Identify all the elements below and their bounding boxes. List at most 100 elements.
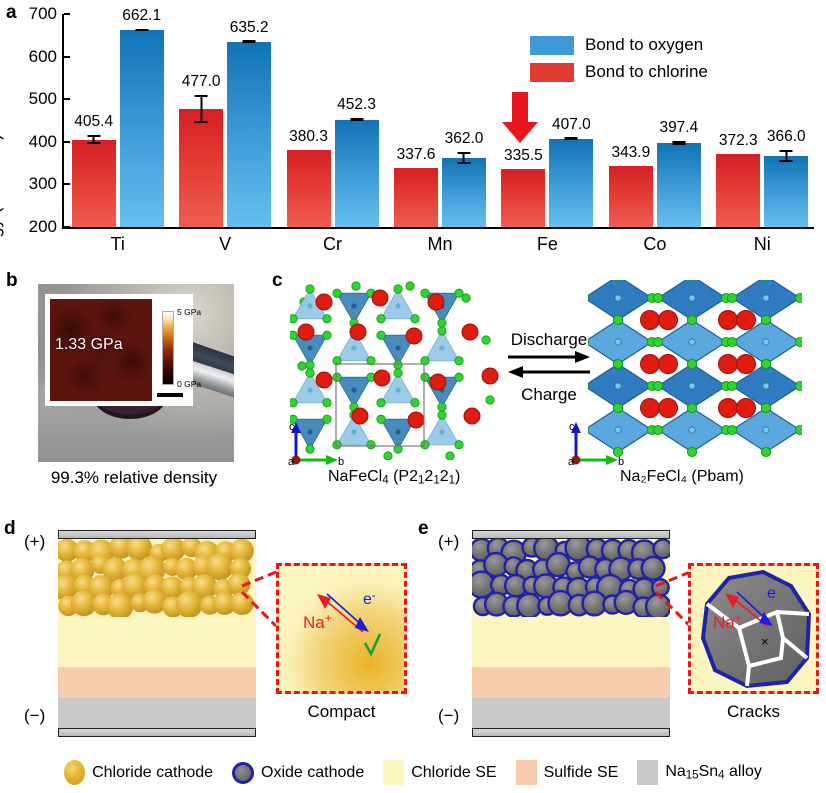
bar-co-chlorine: [608, 165, 653, 227]
caption-nafecl4: NaFeCl4 (P212121): [328, 468, 461, 487]
sulfide-se-label: Sulfide SE: [543, 763, 619, 781]
svg-text:c: c: [569, 421, 575, 433]
chloride-cathode-label: Chloride cathode: [92, 763, 214, 781]
value-label-co-oxygen: 397.4: [659, 118, 699, 136]
figure-legend: Chloride cathode Oxide cathode Chloride …: [0, 752, 826, 793]
error-bar-ni-oxygen: [779, 150, 793, 163]
alloy-label: Na15Sn4 alloy: [665, 763, 762, 782]
chloride-cathode-swatch: [64, 760, 86, 785]
x-tick-mn: Mn: [427, 234, 453, 254]
error-bar-v-chlorine: [194, 95, 208, 123]
y-tick-200: 200: [28, 217, 57, 236]
structure-nafecl4: [290, 281, 499, 460]
axes-indicator-left: a c b: [288, 421, 344, 466]
legend-item-oxide-cathode: Oxide cathode: [232, 761, 364, 784]
x-tick-ti: Ti: [110, 234, 125, 254]
colorbar: [162, 311, 174, 385]
alloy-layer-d: [58, 698, 256, 728]
svg-text:e: e: [767, 585, 776, 602]
y-tick-400: 400: [28, 131, 57, 151]
charge-label: Charge: [521, 385, 577, 404]
bar-mn-oxygen: [441, 158, 486, 227]
chloride-se-label: Chloride SE: [411, 763, 497, 781]
value-label-ti-oxygen: 662.1: [122, 7, 162, 25]
compact-particle-diagram: Na+ e-: [279, 566, 404, 691]
y-tick-300: 300: [28, 174, 57, 194]
inset-leader-d: [240, 570, 278, 628]
svg-text:b: b: [618, 456, 624, 466]
svg-text:×: ×: [761, 634, 769, 649]
discharge-label: Discharge: [510, 330, 588, 349]
value-label-co-chlorine: 343.9: [611, 143, 651, 161]
panel-label-e: e: [418, 518, 429, 539]
alloy-layer-e: [472, 698, 670, 728]
colorbar-max-label: 5 GPa: [177, 307, 202, 317]
bar-group-cr: 380.3 452.3 Cr: [279, 14, 386, 254]
legend-label-oxygen: Bond to oxygen: [585, 35, 704, 54]
inset-cracks: Na+ e ×: [688, 563, 819, 694]
highlight-arrow-icon: [502, 92, 538, 143]
svg-text:a: a: [288, 456, 295, 466]
svg-text:Na+: Na+: [713, 611, 742, 632]
svg-text:a: a: [568, 456, 575, 466]
bar-mn-chlorine: [393, 168, 438, 227]
bar-ni-chlorine: [716, 153, 761, 227]
sulfide-se-swatch: [515, 760, 537, 785]
positive-electrode-label-d: (+): [24, 532, 46, 551]
hardness-map: [50, 299, 152, 401]
x-tick-v: V: [219, 234, 232, 254]
panel-label-d: d: [4, 518, 16, 539]
current-collector-bottom-d: [58, 728, 256, 737]
chart-plot-area: 200 300 400 500 600 700 405.4 662.1 Ti 477.…: [29, 4, 814, 254]
panel-a-bar-chart: a Bond energy (kJ mol⁻¹) 200 300 400 500…: [0, 0, 826, 321]
negative-electrode-label-d: (−): [24, 706, 46, 725]
bar-group-co: 343.9 397.4 Co: [601, 14, 708, 254]
alloy-swatch: [637, 760, 659, 785]
x-tick-ni: Ni: [753, 234, 771, 254]
panel-label-a: a: [6, 2, 17, 23]
panel-b-caption: 99.3% relative density: [50, 468, 218, 487]
bar-group-fe: 335.5 407.0 Fe: [494, 14, 601, 254]
current-collector-top-e: [472, 530, 670, 539]
current-collector-bottom-e: [472, 728, 670, 737]
bar-v-chlorine: [179, 109, 224, 227]
inset-leader-e: [654, 570, 692, 628]
value-label-v-chlorine: 477.0: [181, 73, 221, 91]
panel-d-compact-cell: d (+) (−) Na+ e-: [0, 518, 414, 748]
bar-group-mn: 337.6 362.0 Mn: [386, 14, 493, 254]
nanoindentation-inset: 1.33 GPa 5 GPa 0 GPa: [45, 294, 201, 406]
svg-text:b: b: [338, 456, 344, 466]
chloride-cathode-particles: [58, 539, 254, 617]
legend-item-chloride-se: Chloride SE: [383, 760, 497, 785]
scale-bar: [157, 393, 183, 397]
bar-co-oxygen: [656, 142, 701, 227]
svg-text:c: c: [289, 421, 295, 433]
error-bar-co-oxygen: [672, 140, 686, 146]
x-tick-co: Co: [643, 234, 667, 254]
legend-item-chlorine: Bond to chlorine: [530, 62, 708, 82]
panel-e-cracked-cell: e (+) (−): [414, 518, 826, 748]
legend-swatch-chlorine: [530, 62, 574, 82]
value-label-ni-oxygen: 366.0: [766, 128, 806, 146]
panel-label-b: b: [6, 270, 18, 291]
hardness-value: 1.33 GPa: [55, 336, 123, 353]
value-label-ni-chlorine: 372.3: [718, 131, 758, 149]
cracked-particle-diagram: Na+ e ×: [691, 566, 816, 691]
bar-cr-oxygen: [334, 119, 379, 227]
panel-b-pellet-photo: b 1.33 GPa 5 GPa 0 GPa 99.3% relative de…: [0, 268, 268, 518]
legend-item-alloy: Na15Sn4 alloy: [637, 760, 762, 785]
bar-fe-oxygen: [549, 138, 594, 227]
value-label-mn-chlorine: 337.6: [396, 146, 436, 164]
svg-text:Na+: Na+: [303, 611, 332, 632]
bar-ni-oxygen: [764, 156, 809, 227]
legend-item-oxygen: Bond to oxygen: [530, 35, 708, 55]
y-tick-500: 500: [28, 89, 57, 109]
bar-ti-oxygen: [119, 30, 164, 227]
positive-electrode-label-e: (+): [438, 532, 460, 551]
error-bar-v-oxygen: [242, 40, 256, 43]
inset-caption-compact: Compact: [307, 702, 376, 721]
chart-legend: Bond to oxygen Bond to chlorine: [530, 35, 708, 89]
reaction-arrows: Discharge Charge: [506, 330, 592, 405]
legend-item-sulfide-se: Sulfide SE: [515, 760, 619, 785]
bar-v-oxygen: [227, 41, 272, 227]
